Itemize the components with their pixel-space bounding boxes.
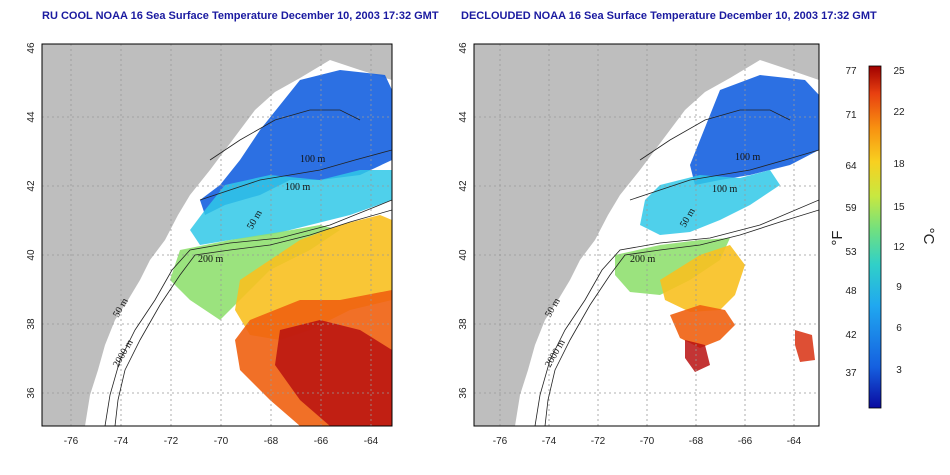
f-tick: 64 bbox=[845, 161, 857, 172]
contour-label-left-1: 100 m bbox=[300, 154, 326, 165]
lon-tick: -70 bbox=[640, 436, 655, 447]
lat-ticks-left: 36 38 40 42 44 46 bbox=[26, 42, 37, 399]
f-tick: 59 bbox=[845, 203, 857, 214]
lon-tick: -76 bbox=[64, 436, 79, 447]
contour-label-left-4: 200 m bbox=[198, 254, 224, 265]
lon-tick: -72 bbox=[164, 436, 179, 447]
colorbar-gradient bbox=[868, 65, 882, 409]
lon-tick: -76 bbox=[493, 436, 508, 447]
lat-tick: 40 bbox=[26, 249, 37, 261]
c-tick: 15 bbox=[893, 202, 905, 213]
land-right bbox=[474, 44, 819, 426]
lat-tick: 36 bbox=[26, 387, 37, 399]
lon-tick: -64 bbox=[787, 436, 802, 447]
f-tick: 48 bbox=[845, 286, 857, 297]
lon-ticks-right: -76 -74 -72 -70 -68 -66 -64 bbox=[493, 436, 802, 447]
fahrenheit-ticks: 77 71 64 59 53 48 42 37 bbox=[845, 66, 857, 379]
lat-tick: 42 bbox=[26, 180, 37, 192]
map-right: 100 m 100 m 50 m 200 m 50 m 2000 m bbox=[474, 44, 819, 426]
c-tick: 25 bbox=[893, 66, 905, 77]
c-tick: 12 bbox=[893, 242, 905, 253]
lat-tick: 46 bbox=[458, 42, 469, 54]
panel-right-title: DECLOUDED NOAA 16 Sea Surface Temperatur… bbox=[461, 10, 877, 22]
sst-red-left bbox=[275, 320, 392, 426]
land-left bbox=[42, 44, 392, 426]
panel-left-title: RU COOL NOAA 16 Sea Surface Temperature … bbox=[42, 10, 439, 22]
f-tick: 53 bbox=[845, 247, 857, 258]
colorbar: 77 71 64 59 53 48 42 37 25 22 18 15 12 9… bbox=[829, 65, 937, 409]
fahrenheit-label: °F bbox=[829, 230, 846, 245]
c-tick: 18 bbox=[893, 159, 905, 170]
f-tick: 77 bbox=[845, 66, 857, 77]
lon-tick: -68 bbox=[264, 436, 279, 447]
lon-tick: -68 bbox=[689, 436, 704, 447]
map-right-frame bbox=[473, 43, 820, 427]
c-tick: 9 bbox=[896, 282, 902, 293]
contour-label-right-1: 100 m bbox=[735, 152, 761, 163]
map-left-frame bbox=[41, 43, 393, 427]
lon-tick: -74 bbox=[542, 436, 557, 447]
c-tick: 3 bbox=[896, 365, 902, 376]
lon-ticks-left: -76 -74 -72 -70 -68 -66 -64 bbox=[64, 436, 379, 447]
sst-cool-left bbox=[190, 170, 392, 245]
sst-hot-right bbox=[670, 305, 735, 348]
f-tick: 37 bbox=[845, 368, 857, 379]
lat-tick: 38 bbox=[458, 318, 469, 330]
sst-red-right-2 bbox=[795, 330, 815, 362]
lat-tick: 40 bbox=[458, 249, 469, 261]
f-tick: 42 bbox=[845, 330, 857, 341]
map-left: 100 m 100 m 50 m 200 m 50 m 2000 m bbox=[42, 44, 392, 426]
f-tick: 71 bbox=[845, 110, 857, 121]
lat-ticks-right: 36 38 40 42 44 46 bbox=[458, 42, 469, 399]
sst-cold-left bbox=[200, 70, 392, 215]
sst-red-right bbox=[685, 340, 710, 372]
celsius-ticks: 25 22 18 15 12 9 6 3 bbox=[893, 66, 905, 376]
lon-tick: -64 bbox=[364, 436, 379, 447]
lon-tick: -72 bbox=[591, 436, 606, 447]
lat-tick: 42 bbox=[458, 180, 469, 192]
lon-tick: -66 bbox=[314, 436, 329, 447]
sst-warm-right bbox=[660, 245, 745, 312]
lat-tick: 36 bbox=[458, 387, 469, 399]
lat-tick: 44 bbox=[26, 111, 37, 123]
lon-tick: -66 bbox=[738, 436, 753, 447]
contour-label-left-2: 100 m bbox=[285, 182, 311, 193]
lon-tick: -74 bbox=[114, 436, 129, 447]
lat-tick: 46 bbox=[26, 42, 37, 54]
lat-tick: 38 bbox=[26, 318, 37, 330]
sst-cold-right bbox=[690, 75, 819, 185]
lon-tick: -70 bbox=[214, 436, 229, 447]
celsius-label: °C bbox=[920, 228, 937, 245]
contour-label-right-4: 200 m bbox=[630, 254, 656, 265]
c-tick: 6 bbox=[896, 323, 902, 334]
contour-label-right-2: 100 m bbox=[712, 184, 738, 195]
lat-tick: 44 bbox=[458, 111, 469, 123]
c-tick: 22 bbox=[893, 107, 905, 118]
